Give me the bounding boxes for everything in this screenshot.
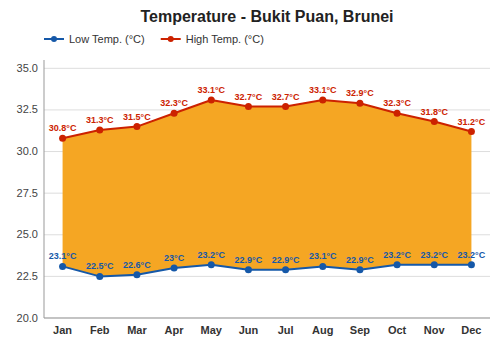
data-label: 22.9°C [235, 255, 263, 265]
data-label: 33.1°C [197, 85, 225, 95]
point [356, 100, 363, 107]
legend-marker [168, 36, 174, 42]
point [245, 266, 252, 273]
point [96, 273, 103, 280]
y-tick-label: 32.5 [17, 103, 38, 115]
x-axis: Jan Feb Mar Apr May Jun Jul Aug Sep Oct Nov Dec [53, 324, 481, 336]
grid-line [44, 68, 490, 69]
legend-label: High Temp. (°C) [186, 33, 264, 45]
data-label: 23°C [164, 253, 185, 263]
data-label: 22.5°C [86, 261, 114, 271]
point [171, 265, 178, 272]
legend-marker [51, 36, 57, 42]
legend: Low Temp. (°C) High Temp. (°C) [44, 33, 264, 45]
point [96, 126, 103, 133]
chart-container: Temperature - Bukit Puan, Brunei 20.0 22.5… [0, 0, 500, 350]
x-tick-label: Dec [461, 324, 481, 336]
x-tick-label: Feb [90, 324, 110, 336]
point [171, 110, 178, 117]
legend-item: High Temp. (°C) [161, 33, 264, 45]
point [59, 135, 66, 142]
y-tick-label: 27.5 [17, 187, 38, 199]
data-label: 22.9°C [346, 255, 374, 265]
data-label: 32.7°C [235, 92, 263, 102]
point [245, 103, 252, 110]
data-label: 23.2°C [420, 250, 448, 260]
point [208, 261, 215, 268]
x-tick-label: Aug [312, 324, 333, 336]
data-label: 31.2°C [458, 117, 486, 127]
x-tick-label: Jan [53, 324, 72, 336]
point [394, 261, 401, 268]
plot-area [59, 96, 475, 279]
data-labels: 23.1°C 22.5°C 22.6°C 23°C 23.2°C 22.9°C 22.9°C… [49, 85, 486, 271]
grid-line [44, 318, 490, 319]
point [394, 110, 401, 117]
point [319, 96, 326, 103]
x-tick-label: Jun [239, 324, 259, 336]
data-label: 31.3°C [86, 115, 114, 125]
data-label: 30.8°C [49, 123, 77, 133]
grid [44, 68, 490, 318]
data-label: 33.1°C [309, 85, 337, 95]
x-tick-label: Sep [350, 324, 370, 336]
y-tick-label: 35.0 [17, 62, 38, 74]
y-tick-label: 25.0 [17, 228, 38, 240]
data-label: 31.8°C [420, 107, 448, 117]
point [133, 271, 140, 278]
point [208, 96, 215, 103]
data-label: 23.2°C [458, 250, 486, 260]
point [468, 261, 475, 268]
data-label: 32.9°C [346, 88, 374, 98]
x-tick-label: Mar [127, 324, 147, 336]
data-label: 22.9°C [272, 255, 300, 265]
y-tick-label: 30.0 [17, 145, 38, 157]
chart: Temperature - Bukit Puan, Brunei 20.0 22.5… [0, 0, 500, 350]
title: Temperature - Bukit Puan, Brunei [140, 8, 393, 25]
point [133, 123, 140, 130]
point [282, 103, 289, 110]
x-tick-label: May [201, 324, 223, 336]
point [356, 266, 363, 273]
x-tick-label: Apr [165, 324, 185, 336]
data-label: 23.1°C [309, 251, 337, 261]
data-label: 32.7°C [272, 92, 300, 102]
y-tick-label: 22.5 [17, 270, 38, 282]
data-label: 31.5°C [123, 112, 151, 122]
point [431, 261, 438, 268]
legend-item: Low Temp. (°C) [44, 33, 145, 45]
x-tick-label: Jul [278, 324, 294, 336]
x-tick-label: Oct [388, 324, 407, 336]
data-label: 22.6°C [123, 260, 151, 270]
x-tick-label: Nov [424, 324, 446, 336]
range-band [63, 100, 472, 276]
data-label: 32.3°C [383, 98, 411, 108]
point [468, 128, 475, 135]
point [282, 266, 289, 273]
x-axis-line [44, 318, 490, 319]
point [59, 263, 66, 270]
legend-label: Low Temp. (°C) [69, 33, 145, 45]
point [431, 118, 438, 125]
data-label: 23.1°C [49, 251, 77, 261]
data-label: 32.3°C [160, 98, 188, 108]
data-label: 23.2°C [383, 250, 411, 260]
point [319, 263, 326, 270]
data-label: 23.2°C [197, 250, 225, 260]
y-tick-label: 20.0 [17, 312, 38, 324]
y-axis: 20.0 22.5 25.0 27.5 30.0 32.5 35.0 [17, 62, 38, 324]
y-axis-line [44, 60, 45, 318]
